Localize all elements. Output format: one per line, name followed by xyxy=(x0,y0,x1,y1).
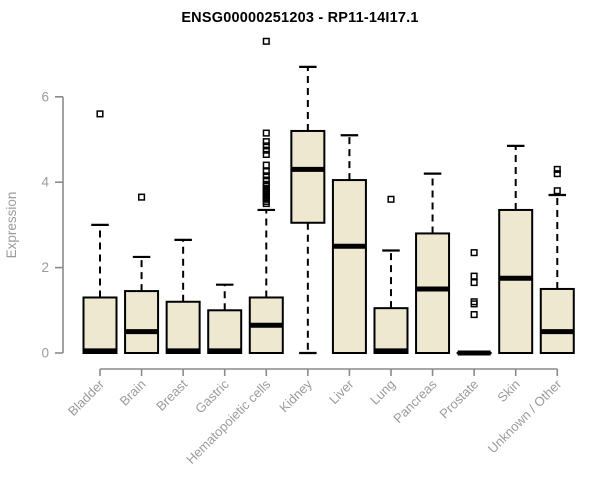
x-tick-label: Prostate xyxy=(436,377,481,422)
x-tick-label: Liver xyxy=(326,376,357,407)
outlier-point xyxy=(262,150,270,158)
outlier-point xyxy=(262,142,270,150)
outlier-point xyxy=(262,176,270,184)
outlier-point xyxy=(553,170,561,178)
x-tick-label: Kidney xyxy=(276,376,315,415)
x-tick-label: Brain xyxy=(117,377,149,409)
outlier-point xyxy=(262,161,270,169)
outlier-point xyxy=(470,272,478,280)
boxplot-box xyxy=(331,179,367,354)
y-tick-label: 2 xyxy=(41,260,49,275)
outlier-point xyxy=(262,138,270,146)
boxplot-box xyxy=(415,232,451,354)
boxplot-box xyxy=(207,309,243,354)
outlier-point xyxy=(470,249,478,257)
x-tick-label: Lung xyxy=(367,377,398,408)
y-tick-label: 0 xyxy=(41,346,49,361)
x-tick-label: Skin xyxy=(494,377,522,405)
outlier-point xyxy=(262,37,270,45)
y-tick-label: 4 xyxy=(41,175,49,190)
x-tick-label: Breast xyxy=(153,376,190,413)
outlier-point xyxy=(553,165,561,173)
boxplot-box xyxy=(290,129,326,224)
x-tick-label: Pancreas xyxy=(390,376,440,426)
boxplot-box xyxy=(165,300,201,355)
boxplot-box xyxy=(373,307,409,355)
outlier-point xyxy=(262,167,270,176)
outlier-point xyxy=(470,298,478,306)
chart-title: ENSG00000251203 - RP11-14I17.1 xyxy=(181,10,419,26)
x-tick-label: Gastric xyxy=(192,376,232,416)
y-tick-label: 6 xyxy=(41,89,49,104)
outlier-point xyxy=(470,278,478,287)
outlier-point xyxy=(470,311,478,319)
x-tick-label: Bladder xyxy=(65,376,108,419)
boxplot-box xyxy=(498,208,534,354)
outlier-point xyxy=(262,146,270,154)
outlier-point xyxy=(387,195,395,203)
boxplot-box xyxy=(539,287,575,355)
x-tick-label: Unknown / Other xyxy=(485,376,565,456)
y-axis-title: Expression xyxy=(4,192,19,259)
outlier-point xyxy=(96,110,104,118)
outlier-point xyxy=(138,193,146,201)
boxplot-box xyxy=(124,290,160,354)
outlier-point xyxy=(262,172,270,180)
boxplot-box xyxy=(82,296,118,354)
outlier-point xyxy=(262,180,270,188)
outlier-point xyxy=(262,129,270,137)
outlier-point xyxy=(553,187,561,195)
